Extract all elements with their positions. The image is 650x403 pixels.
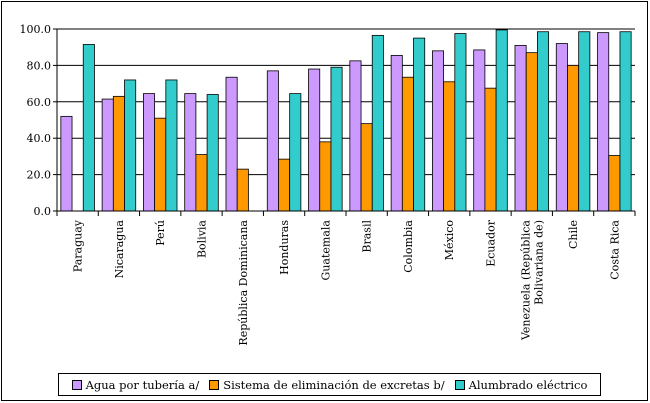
bar-s1-c12 — [567, 65, 580, 212]
legend-label-excretas: Sistema de eliminación de excretas b/ — [223, 377, 445, 392]
x-tick-label-5: Honduras — [278, 220, 291, 275]
x-tick-label-6: Guatemala — [319, 220, 332, 281]
x-tick-label-4: República Dominicana — [237, 220, 250, 346]
bar-s2-c11 — [536, 31, 549, 212]
bar-s2-c0 — [82, 44, 95, 212]
bar-s1-c1 — [112, 95, 125, 212]
bar-s0-c0 — [60, 115, 73, 212]
bar-s1-c8 — [401, 76, 414, 212]
bar-s0-c9 — [432, 50, 445, 212]
x-tick-label-1: Nicaragua — [113, 220, 126, 279]
bar-s0-c1 — [101, 98, 114, 212]
bar-s2-c13 — [619, 31, 632, 212]
bar-s2-c2 — [165, 79, 178, 212]
y-tick-label-1: 80.0 — [27, 59, 52, 72]
x-tick-label-11: Venezuela (RepúblicaBolivariana de) — [519, 220, 545, 341]
bar-s2-c5 — [289, 93, 302, 212]
bar-s2-c9 — [454, 33, 467, 212]
bar-s1-c9 — [443, 81, 456, 212]
legend-swatch-agua — [71, 379, 82, 390]
bar-s0-c3 — [184, 93, 197, 212]
bar-s2-c7 — [371, 34, 384, 212]
legend-label-alumbrado: Alumbrado eléctrico — [468, 377, 588, 392]
bar-s2-c3 — [206, 94, 219, 212]
bar-s2-c12 — [578, 31, 591, 212]
bar-s0-c10 — [473, 49, 486, 212]
bar-s0-c4 — [225, 76, 238, 212]
bar-s1-c4 — [236, 168, 249, 212]
bar-s2-c1 — [124, 79, 137, 212]
legend-swatch-excretas — [209, 379, 220, 390]
bar-s0-c12 — [555, 43, 568, 212]
legend-item-agua: Agua por tubería a/ — [71, 377, 200, 392]
x-tick-label-2: Perú — [154, 220, 167, 246]
x-tick-label-7: Brasil — [361, 220, 374, 253]
bar-s1-c3 — [195, 154, 208, 212]
bar-s0-c11 — [514, 44, 527, 212]
legend-item-alumbrado: Alumbrado eléctrico — [454, 377, 588, 392]
bar-s1-c11 — [525, 52, 538, 212]
bar-s1-c5 — [278, 158, 291, 212]
x-tick-label-3: Bolivia — [196, 220, 209, 258]
x-tick-label-0: Paraguay — [72, 219, 85, 272]
x-tick-label-12: Chile — [567, 220, 580, 249]
y-tick-label-0: 100.0 — [20, 23, 52, 36]
bar-s0-c8 — [390, 54, 403, 212]
bar-s1-c10 — [484, 87, 497, 212]
bar-s2-c6 — [330, 66, 343, 212]
x-tick-label-9: México — [443, 220, 456, 261]
bar-s1-c6 — [319, 141, 332, 212]
x-tick-label-8: Colombia — [402, 220, 415, 273]
y-tick-label-3: 40.0 — [27, 132, 52, 145]
legend: Agua por tubería a/ Sistema de eliminaci… — [58, 373, 601, 396]
bar-s0-c7 — [349, 60, 362, 212]
bar-s0-c5 — [266, 70, 279, 212]
bar-s1-c7 — [360, 123, 373, 212]
bar-s1-c13 — [608, 155, 621, 212]
y-tick-label-4: 20.0 — [27, 169, 52, 182]
bar-s0-c6 — [308, 68, 321, 212]
x-tick-label-10: Ecuador — [485, 219, 498, 266]
x-tick-label-13: Costa Rica — [608, 220, 621, 280]
bar-s2-c10 — [495, 29, 508, 212]
bar-s2-c8 — [413, 37, 426, 212]
legend-label-agua: Agua por tubería a/ — [85, 377, 200, 392]
bar-s0-c13 — [597, 32, 610, 212]
bar-s0-c2 — [143, 93, 156, 212]
y-tick-label-2: 60.0 — [27, 96, 52, 109]
legend-item-excretas: Sistema de eliminación de excretas b/ — [209, 377, 445, 392]
legend-swatch-alumbrado — [454, 379, 465, 390]
y-tick-label-5: 0.0 — [34, 205, 52, 218]
bar-s1-c2 — [154, 117, 167, 212]
